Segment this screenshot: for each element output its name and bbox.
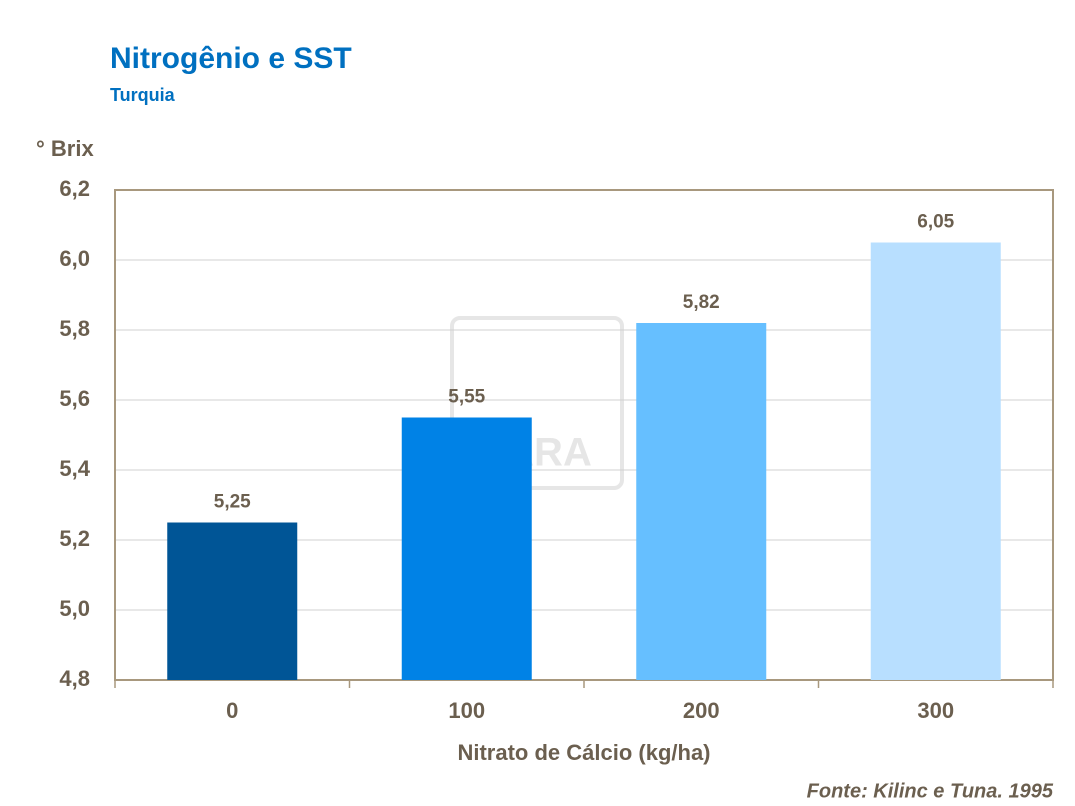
source: Fonte: Kilinc e Tuna. 1995 [807, 780, 1054, 802]
chart-subtitle: Turquia [110, 85, 176, 105]
chart-title: Nitrogênio e SST [110, 42, 352, 75]
y-tick-label: 5,2 [59, 526, 90, 551]
value-label: 5,55 [448, 387, 485, 408]
y-tick-label: 5,0 [59, 596, 90, 621]
bar [636, 323, 767, 680]
y-tick-label: 5,6 [59, 386, 90, 411]
x-tick-label: 300 [917, 698, 954, 723]
y-tick-label: 4,8 [59, 666, 90, 691]
bar [870, 242, 1001, 680]
x-tick-label: 0 [226, 698, 238, 723]
value-label: 5,25 [214, 492, 251, 513]
value-label: 6,05 [917, 212, 954, 233]
y-tick-label: 6,2 [59, 176, 90, 201]
x-axis-label: Nitrato de Cálcio (kg/ha) [457, 740, 710, 765]
y-tick-label: 5,8 [59, 316, 90, 341]
bar [167, 522, 298, 680]
watermark-frame [450, 316, 624, 490]
x-tick-label: 200 [683, 698, 720, 723]
y-tick-label: 6,0 [59, 246, 90, 271]
y-axis-label: ° Brix [36, 136, 94, 161]
bar [401, 417, 532, 680]
y-tick-label: 5,4 [59, 456, 90, 481]
x-tick-label: 100 [448, 698, 485, 723]
value-label: 5,82 [683, 292, 720, 313]
